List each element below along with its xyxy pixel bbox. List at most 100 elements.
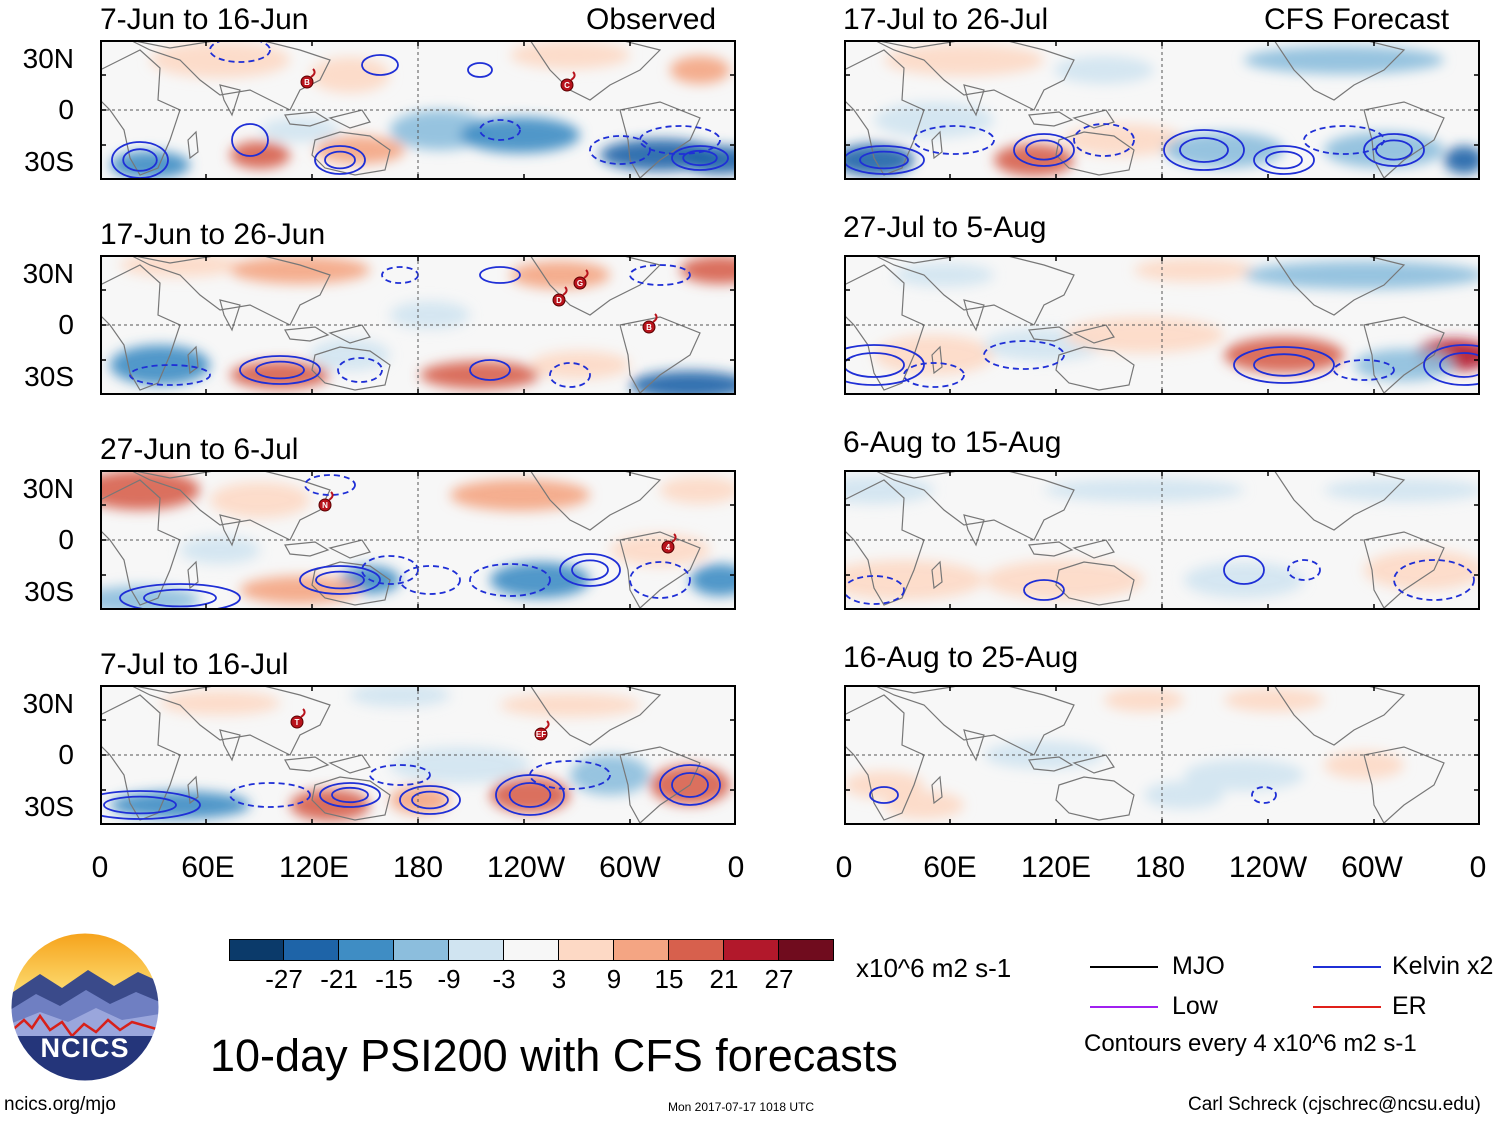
colorbar-tick-label: -21 — [320, 964, 358, 994]
anomaly-shading — [1244, 46, 1444, 74]
legend-line-er — [1313, 1006, 1381, 1008]
coastline — [529, 470, 662, 531]
kelvin-contour — [571, 559, 609, 581]
anomaly-shading — [230, 141, 290, 169]
coastline — [1273, 470, 1406, 531]
kelvin-contour — [1023, 579, 1065, 601]
legend-contours-note: Contours every 4 x10^6 m2 s-1 — [1084, 1030, 1417, 1057]
anomaly-shading — [390, 301, 470, 329]
legend-label-kelvin: Kelvin x2 — [1392, 952, 1494, 980]
kelvin-contour — [314, 145, 366, 175]
colorbar-swatch — [724, 939, 779, 961]
coastline — [311, 776, 391, 821]
anomaly-shading — [1444, 146, 1480, 174]
anomaly-shading — [1134, 258, 1254, 282]
kelvin-contour — [1251, 786, 1277, 804]
lat-label-eq: 0 — [58, 309, 74, 340]
footer-timestamp: Mon 2017-07-17 1018 UTC — [668, 1100, 815, 1114]
anomaly-shading — [1324, 478, 1480, 502]
kelvin-contour — [629, 561, 691, 599]
coastline — [529, 255, 662, 316]
colorbar — [229, 939, 834, 961]
coastline — [187, 130, 199, 160]
ncics-logo-text: NCICS — [40, 1033, 130, 1063]
coastline — [844, 264, 925, 391]
kelvin-contour — [304, 474, 356, 496]
coastline — [100, 49, 181, 176]
coastline — [1028, 756, 1074, 772]
kelvin-contour — [1303, 125, 1385, 155]
kelvin-contour — [411, 790, 449, 810]
coastline — [100, 264, 181, 391]
colorbar-swatch — [614, 939, 669, 961]
coastline — [619, 316, 701, 394]
coastline — [328, 754, 371, 774]
colorbar-swatch — [779, 939, 834, 961]
lon-label-120e: 120E — [1020, 851, 1092, 884]
map-panel-3: N4 — [100, 470, 736, 610]
kelvin-contour — [239, 355, 321, 385]
lon-label-60w: 60W — [599, 851, 661, 884]
panel-title-7: 6-Aug to 15-Aug — [843, 426, 1062, 459]
coastline — [873, 40, 1075, 111]
anomaly-shading — [690, 564, 736, 596]
kelvin-contour — [844, 145, 925, 175]
anomaly-shading — [260, 118, 340, 142]
footer-site: ncics.org/mjo — [4, 1094, 116, 1115]
colorbar-swatch — [394, 939, 449, 961]
storm-marker-label: N — [322, 501, 328, 510]
kelvin-contour — [1253, 145, 1315, 175]
coastline — [1055, 131, 1135, 176]
anomaly-shading — [510, 261, 610, 289]
anomaly-shading — [490, 777, 570, 813]
lon-label-0-end: 0 — [727, 851, 745, 884]
kelvin-contour — [369, 764, 431, 786]
kelvin-contour — [467, 62, 493, 78]
coastline — [129, 470, 331, 541]
anomaly-shading — [1044, 478, 1244, 502]
storm-marker-label: D — [556, 296, 562, 305]
coastline — [1028, 111, 1074, 127]
kelvin-contour — [361, 54, 399, 76]
legend-label-mjo: MJO — [1172, 952, 1225, 980]
coastline — [963, 84, 985, 117]
kelvin-contour — [1179, 137, 1229, 163]
coastline — [963, 299, 985, 332]
anomaly-shading — [310, 57, 390, 93]
storm-marker-label: T — [295, 718, 300, 727]
map-panel-5 — [844, 40, 1480, 180]
storm-marker-label: 4 — [666, 543, 671, 552]
anomaly-shading — [240, 576, 360, 604]
lat-label-30s: 30S — [24, 361, 74, 392]
anomaly-shading — [230, 361, 330, 389]
kelvin-contour — [331, 786, 369, 804]
kelvin-contour — [255, 360, 305, 380]
coastline — [619, 101, 701, 179]
panel-title-3: 27-Jun to 6-Jul — [100, 433, 299, 466]
anomaly-shading — [844, 476, 934, 504]
anomaly-shading — [884, 791, 964, 819]
coastline — [1072, 539, 1115, 559]
anomaly-shading — [150, 42, 290, 78]
panel-title-8: 16-Aug to 25-Aug — [843, 641, 1079, 674]
coastline — [873, 470, 1075, 541]
map-panel-6 — [844, 255, 1480, 395]
colorbar-tick-label: 9 — [606, 964, 622, 994]
kelvin-contour — [639, 125, 721, 155]
kelvin-contour — [229, 782, 311, 808]
kelvin-contour — [119, 583, 241, 610]
colorbar-tick-label: -27 — [265, 964, 303, 994]
kelvin-contour — [122, 148, 158, 172]
anomaly-shading — [100, 470, 200, 510]
kelvin-contour — [319, 782, 381, 808]
lon-label-60e: 60E — [181, 851, 235, 884]
anomaly-shading — [1354, 349, 1454, 381]
lat-label-eq: 0 — [58, 739, 74, 770]
storm-marker: N — [318, 491, 334, 512]
lat-label-30n: 30N — [22, 43, 74, 74]
coastline — [284, 326, 330, 342]
kelvin-contour — [913, 125, 995, 155]
anomaly-shading — [844, 771, 924, 799]
anomaly-shading — [1144, 781, 1224, 809]
lon-label-180: 180 — [1134, 851, 1186, 884]
